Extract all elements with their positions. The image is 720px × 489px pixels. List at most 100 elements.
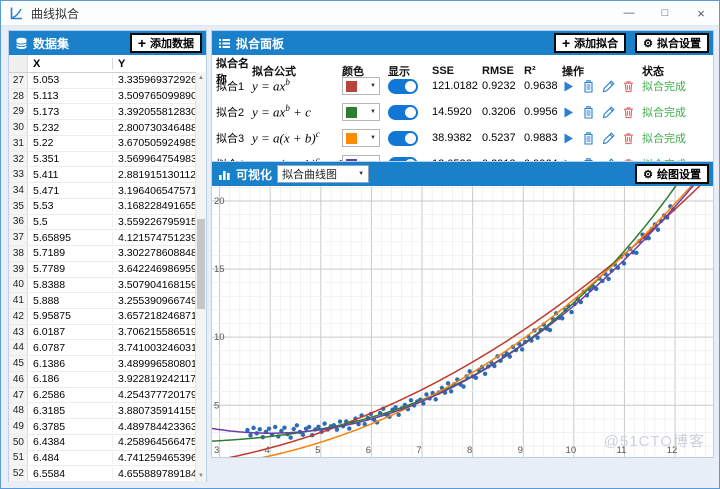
fit-settings-button[interactable]: ⚙ 拟合设置 [635, 33, 709, 53]
cell-y[interactable]: 3.168228491655375 [118, 200, 195, 213]
edit-icon[interactable] [602, 131, 615, 145]
row-number: 52 [9, 466, 28, 482]
cell-y[interactable]: 4.254377720179076 [118, 389, 195, 402]
dataset-scrollbar[interactable]: ▲ ▼ [195, 72, 206, 481]
cell-x[interactable]: 5.95875 [28, 310, 113, 323]
cell-y[interactable]: 3.3359693729263986 [118, 74, 195, 87]
cell-x[interactable]: 5.351 [28, 153, 113, 166]
add-data-button[interactable]: + 添加数据 [129, 33, 202, 53]
color-swatch [346, 80, 357, 92]
scrollbar-thumb[interactable] [197, 219, 205, 310]
cell-x[interactable]: 6.3185 [28, 404, 113, 417]
cell-x[interactable]: 6.1386 [28, 357, 113, 370]
color-dropdown[interactable]: ▼ [342, 103, 380, 121]
cell-x[interactable]: 5.232 [28, 121, 113, 134]
cell-x[interactable]: 6.4384 [28, 436, 113, 449]
display-toggle[interactable] [388, 78, 418, 94]
cell-y[interactable]: 3.3920558128301206 [118, 105, 195, 118]
table-row: 355.53 3.168228491655375 [9, 198, 206, 215]
cell-y[interactable]: 3.2553909667493577 [118, 294, 195, 307]
cell-x[interactable]: 6.186 [28, 373, 113, 386]
copy-icon[interactable] [582, 131, 595, 145]
cell-y[interactable]: 4.741259465396593 [118, 451, 195, 464]
svg-text:5: 5 [214, 400, 219, 411]
cell-y[interactable]: 3.5079041681594147 [118, 278, 195, 291]
cell-x[interactable]: 5.113 [28, 90, 113, 103]
cell-x[interactable]: 6.0787 [28, 341, 113, 354]
color-swatch [346, 106, 357, 118]
row-number: 27 [9, 73, 28, 88]
run-icon[interactable] [562, 80, 575, 93]
cell-y[interactable]: 3.8807359141554563 [118, 404, 195, 417]
cell-y[interactable]: 3.509765099890465 [118, 90, 195, 103]
fit-name: 拟合2 [216, 107, 245, 119]
maximize-button[interactable]: □ [661, 7, 669, 19]
cell-y[interactable]: 4.655889789184958 [118, 467, 195, 480]
cell-x[interactable]: 6.2586 [28, 389, 113, 402]
cell-x[interactable]: 5.5 [28, 215, 113, 228]
cell-x[interactable]: 5.53 [28, 200, 113, 213]
close-button[interactable]: × [697, 5, 705, 21]
cell-x[interactable]: 5.173 [28, 105, 113, 118]
row-number: 29 [9, 104, 28, 120]
color-dropdown[interactable]: ▼ [342, 129, 380, 147]
cell-y[interactable]: 4.121574751239627 [118, 231, 195, 244]
run-icon[interactable] [562, 106, 575, 119]
cell-y[interactable]: 3.3022786088486047 [118, 247, 195, 260]
cell-x[interactable]: 5.888 [28, 294, 113, 307]
copy-icon[interactable] [582, 105, 595, 119]
cell-y[interactable]: 3.70621558651937 [118, 326, 195, 339]
viz-panel-title: 可视化 [236, 167, 273, 182]
table-row: 275.053 3.3359693729263986 [9, 73, 206, 89]
display-toggle[interactable] [388, 130, 418, 146]
plot-settings-button[interactable]: ⚙ 绘图设置 [635, 164, 709, 184]
edit-icon[interactable] [602, 79, 615, 93]
cell-y[interactable]: 3.642246986959421 [118, 263, 195, 276]
run-icon[interactable] [562, 132, 575, 145]
cell-y[interactable]: 2.8819151301124846 [118, 168, 195, 181]
cell-x[interactable]: 5.7789 [28, 263, 113, 276]
gear-icon: ⚙ [643, 37, 653, 50]
cell-y[interactable]: 2.8007303464888373 [118, 121, 195, 134]
cell-x[interactable]: 5.22 [28, 137, 113, 150]
row-number: 28 [9, 88, 28, 104]
scroll-down-icon[interactable]: ▼ [198, 472, 204, 479]
copy-icon[interactable] [582, 79, 595, 93]
cell-y[interactable]: 3.559226795915474 [118, 215, 195, 228]
cell-y[interactable]: 4.489784423363856 [118, 420, 195, 433]
cell-x[interactable]: 5.471 [28, 184, 113, 197]
svg-text:12: 12 [667, 445, 678, 456]
cell-x[interactable]: 5.411 [28, 168, 113, 181]
fit-panel-title: 拟合面板 [236, 36, 285, 51]
cell-y[interactable]: 3.6572182468718535 [118, 310, 195, 323]
color-dropdown[interactable]: ▼ [342, 77, 380, 95]
cell-x[interactable]: 6.484 [28, 451, 113, 464]
delete-icon[interactable] [622, 80, 635, 93]
plot-type-select[interactable]: 拟合曲线图 ▼ [277, 165, 370, 183]
svg-text:9: 9 [518, 445, 523, 456]
scroll-up-icon[interactable]: ▲ [198, 74, 204, 81]
cell-y[interactable]: 3.1964065475716366 [118, 184, 195, 197]
cell-x[interactable]: 6.3785 [28, 420, 113, 433]
cell-x[interactable]: 5.65895 [28, 231, 113, 244]
cell-y[interactable]: 4.258964566475083 [118, 436, 195, 449]
display-toggle[interactable] [388, 104, 418, 120]
cell-y[interactable]: 3.6705059249854153 [118, 137, 195, 150]
dataset-panel: 数据集 + 添加数据 X Y 275.053 3.3359693729263986… [8, 30, 207, 483]
cell-y[interactable]: 3.4899965808010642 [118, 357, 195, 370]
svg-text:4: 4 [265, 445, 270, 456]
add-fit-button[interactable]: + 添加拟合 [553, 33, 627, 53]
delete-icon[interactable] [622, 106, 635, 119]
cell-x[interactable]: 5.7189 [28, 247, 113, 260]
cell-y[interactable]: 3.741003246031976 [118, 341, 195, 354]
cell-x[interactable]: 5.053 [28, 74, 113, 87]
cell-y[interactable]: 3.922819242117973 [118, 373, 195, 386]
cell-x[interactable]: 5.8388 [28, 278, 113, 291]
bar-chart-icon [219, 170, 230, 180]
delete-icon[interactable] [622, 132, 635, 145]
cell-y[interactable]: 3.5699647549839058 [118, 153, 195, 166]
minimize-button[interactable]: — [623, 7, 635, 19]
edit-icon[interactable] [602, 105, 615, 119]
cell-x[interactable]: 6.5584 [28, 467, 113, 480]
cell-x[interactable]: 6.0187 [28, 326, 113, 339]
